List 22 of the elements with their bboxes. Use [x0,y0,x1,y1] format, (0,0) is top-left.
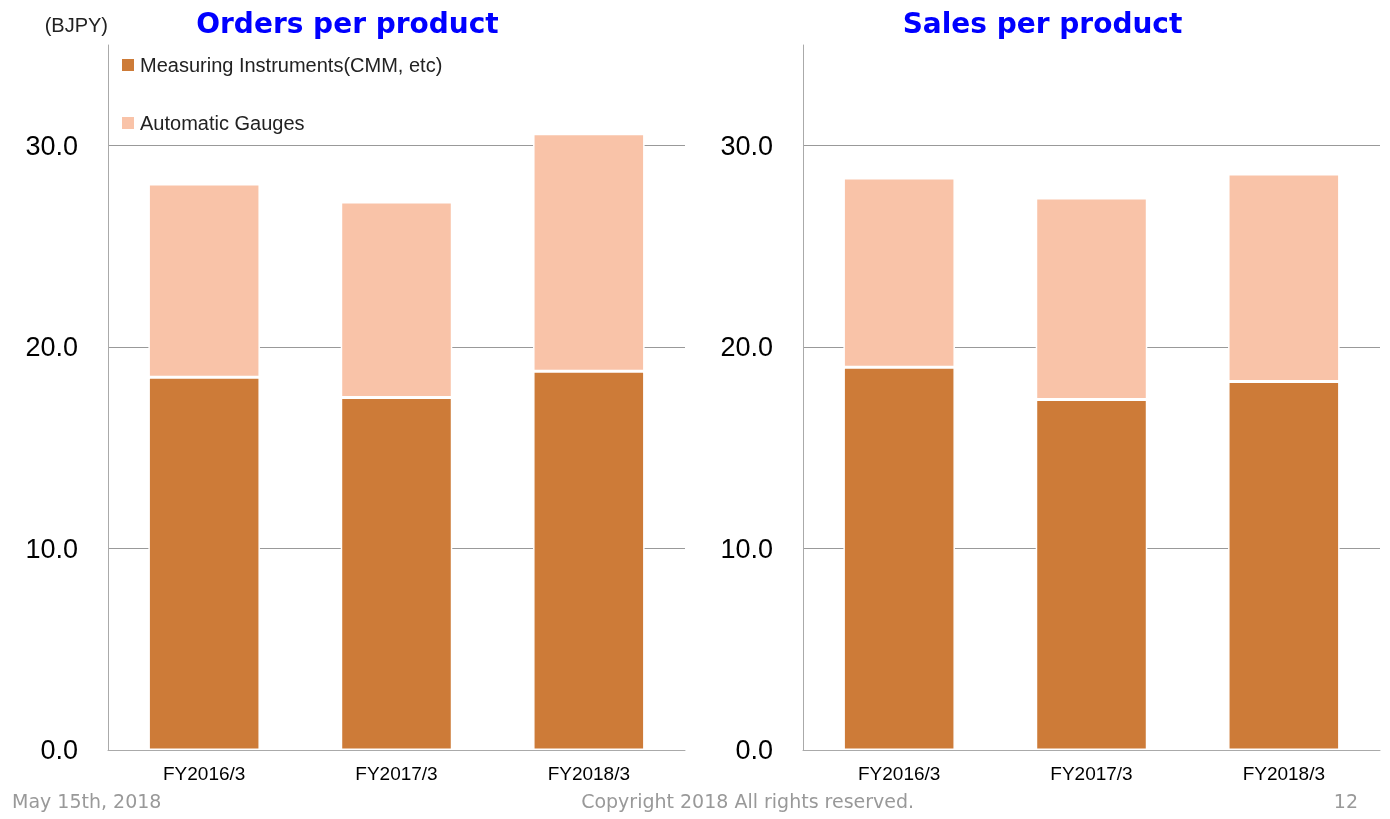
legend-label: Measuring Instruments(CMM, etc) [140,54,443,76]
text: May 15th, 2018 [12,790,162,814]
y-tick-label: 0.0 [735,735,773,765]
legend-label: Automatic Gauges [140,112,305,134]
y-tick-label: 30.0 [25,130,78,161]
y-tick-label: 20.0 [720,332,773,363]
x-tick-label: FY2017/3 [355,763,438,784]
y-tick-label: 10.0 [25,533,78,564]
y-tick-label: 30.0 [720,130,773,161]
x-tick-label: FY2017/3 [1050,763,1133,784]
chart-title: Sales per product [902,6,1183,40]
x-tick-label: FY2018/3 [547,763,631,784]
text: 12 [1333,790,1358,814]
y-tick-label: 20.0 [25,332,78,363]
y-tick-label: 10.0 [720,533,773,564]
x-tick-label: FY2016/3 [162,763,246,784]
text: Copyright 2018 All rights reserved. [581,790,915,814]
x-tick-label: FY2018/3 [1242,763,1326,784]
chart-title: Orders per product [196,6,499,40]
y-tick-label: 0.0 [40,735,78,765]
y-axis-title: (BJPY) [44,14,108,36]
x-tick-label: FY2016/3 [857,763,941,784]
